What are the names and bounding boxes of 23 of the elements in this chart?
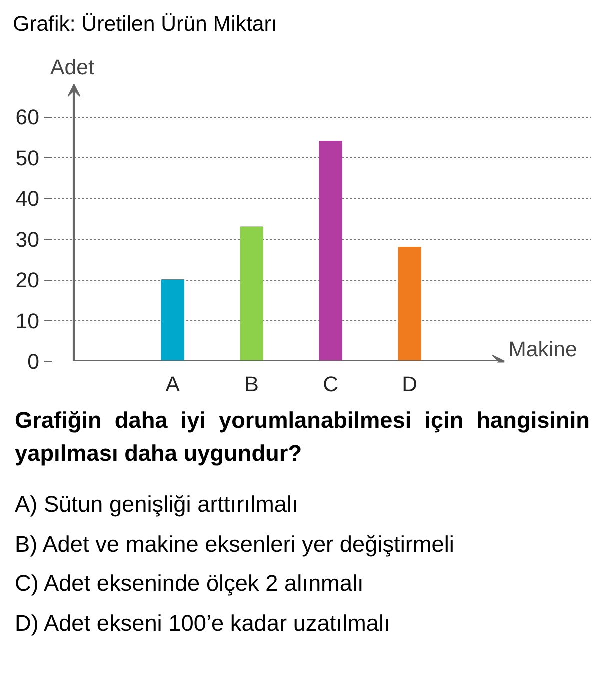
x-tick-label: B	[244, 372, 260, 397]
y-tick-label: 50	[16, 146, 40, 171]
text: Grafiğin daha iyi yorumlanabilmesi için hangisinin yapılması daha uygundur?	[15, 406, 590, 468]
x-tick-label: C	[323, 372, 339, 397]
y-tick-label: 10	[16, 310, 40, 334]
text: D) Adet ekseni 100’e kadar uzatılmalı	[15, 608, 392, 638]
text: A) Sütun genişliği arttırılmalı	[15, 490, 300, 520]
bar	[240, 227, 264, 362]
y-tick-label: 30	[16, 228, 40, 252]
y-tick-label: 20	[16, 269, 40, 293]
x-tick-label: A	[166, 372, 181, 397]
y-tick-label: 0	[28, 350, 40, 374]
bar	[398, 247, 422, 362]
text: C) Adet ekseninde ölçek 2 alınmalı	[15, 569, 365, 598]
text: B) Adet ve makine eksenleri yer değiştirmeli	[15, 530, 456, 559]
x-axis-title: Makine	[508, 338, 578, 362]
bar	[161, 280, 184, 362]
y-axis-title: Adet	[50, 56, 94, 80]
chart-title: Grafik: Üretilen Ürün Miktarı	[13, 11, 278, 38]
bar	[319, 142, 342, 362]
x-tick-label: D	[402, 372, 418, 397]
y-tick-label: 40	[16, 188, 40, 212]
y-tick-label: 60	[16, 106, 40, 130]
